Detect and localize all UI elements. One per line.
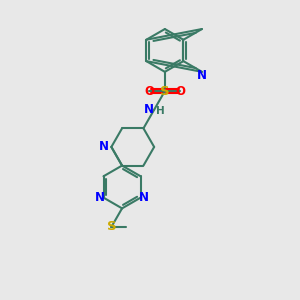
Text: S: S [106, 220, 116, 233]
Text: O: O [175, 85, 185, 98]
Text: N: N [144, 103, 154, 116]
Text: N: N [95, 191, 105, 204]
Text: N: N [98, 140, 108, 153]
Text: N: N [197, 69, 207, 82]
Text: O: O [145, 85, 154, 98]
Text: H: H [156, 106, 165, 116]
Text: S: S [160, 85, 170, 98]
Text: N: N [139, 191, 149, 204]
